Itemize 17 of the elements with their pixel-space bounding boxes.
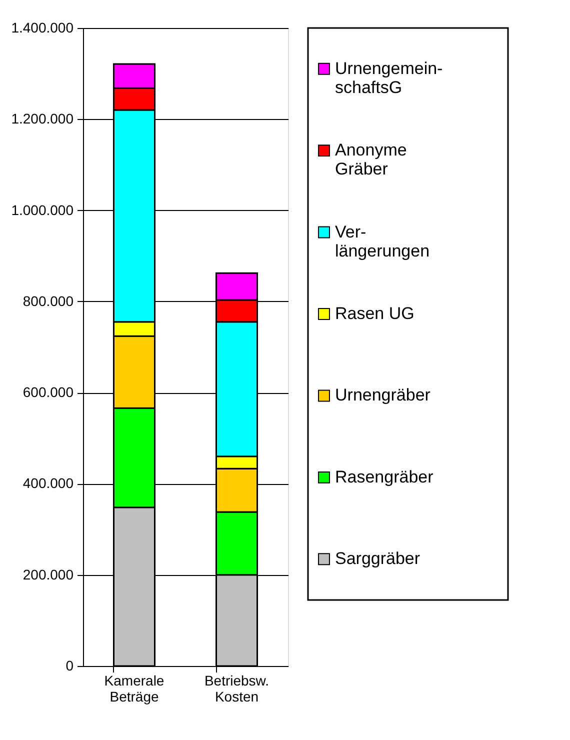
y-tick-label: 400.000 xyxy=(22,475,74,492)
legend-label: Ver-längerungen xyxy=(335,222,430,260)
y-tick-label: 1.200.000 xyxy=(11,110,74,127)
y-tick-label: 600.000 xyxy=(22,384,74,400)
y-tick-label: 0 xyxy=(66,658,74,674)
y-tick-label: 800.000 xyxy=(22,292,74,309)
y-tick-label: 1.400.000 xyxy=(11,20,74,36)
x-tick-label: Betriebsw. Kosten xyxy=(204,672,270,704)
y-tick-label: 200.000 xyxy=(22,566,74,582)
legend-label: Anonyme Gräber xyxy=(335,140,407,179)
legend-label: Rasengräber xyxy=(335,467,434,486)
legend-label: Urnengräber xyxy=(335,386,431,405)
y-tick-label: 1.000.000 xyxy=(11,202,74,218)
x-tick-label: Kamerale Beträge xyxy=(104,672,164,704)
legend-label: Urnengemein-schaftsG xyxy=(335,58,443,97)
legend-label: Rasen UG xyxy=(335,304,414,323)
legend-label: Sarggräber xyxy=(335,549,420,568)
